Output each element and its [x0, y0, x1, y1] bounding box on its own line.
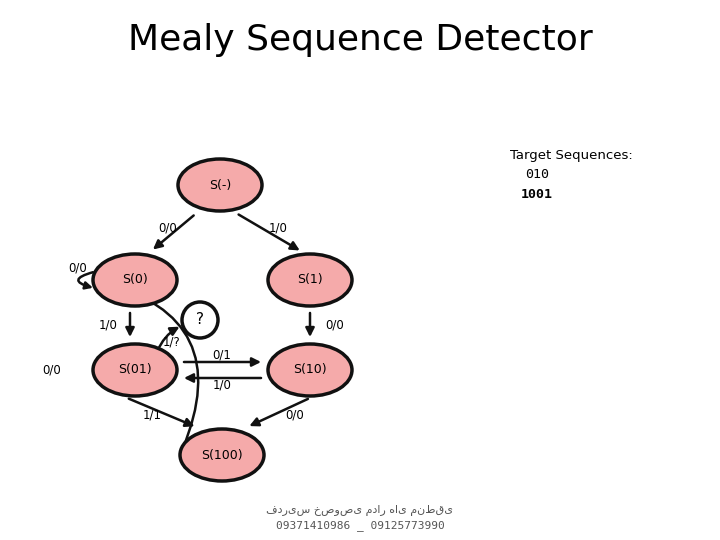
Text: 1/?: 1/?	[163, 335, 181, 348]
FancyArrowPatch shape	[78, 272, 93, 288]
FancyArrowPatch shape	[155, 215, 194, 248]
Text: S(100): S(100)	[201, 449, 243, 462]
Text: 1/0: 1/0	[99, 319, 117, 332]
Text: ?: ?	[196, 313, 204, 327]
FancyArrowPatch shape	[102, 281, 198, 449]
Text: S(10): S(10)	[293, 363, 327, 376]
FancyArrowPatch shape	[238, 214, 297, 249]
Text: 0/0: 0/0	[286, 408, 305, 422]
Ellipse shape	[93, 344, 177, 396]
Text: 1/1: 1/1	[143, 408, 161, 422]
FancyArrowPatch shape	[129, 399, 192, 426]
FancyArrowPatch shape	[127, 313, 134, 334]
Text: Mealy Sequence Detector: Mealy Sequence Detector	[127, 23, 593, 57]
Ellipse shape	[268, 254, 352, 306]
Text: 1/0: 1/0	[269, 221, 287, 234]
FancyArrowPatch shape	[186, 374, 261, 382]
FancyArrowPatch shape	[307, 313, 314, 334]
Text: Target Sequences:: Target Sequences:	[510, 148, 633, 161]
Ellipse shape	[93, 254, 177, 306]
Ellipse shape	[268, 344, 352, 396]
Text: S(-): S(-)	[209, 179, 231, 192]
Text: 1001: 1001	[521, 188, 553, 201]
Text: S(0): S(0)	[122, 273, 148, 287]
Ellipse shape	[182, 302, 218, 338]
Text: S(01): S(01)	[118, 363, 152, 376]
Ellipse shape	[178, 159, 262, 211]
FancyArrowPatch shape	[252, 399, 308, 425]
Text: 1/0: 1/0	[212, 379, 231, 392]
Text: 010: 010	[525, 168, 549, 181]
Text: 0/0: 0/0	[158, 221, 177, 234]
Ellipse shape	[180, 429, 264, 481]
Text: S(1): S(1)	[297, 273, 323, 287]
Text: فدریس خصوصی مدار های منطقی: فدریس خصوصی مدار های منطقی	[266, 504, 454, 516]
FancyArrowPatch shape	[157, 328, 177, 352]
Text: 09371410986 _ 09125773990: 09371410986 _ 09125773990	[276, 521, 444, 531]
FancyArrowPatch shape	[184, 359, 258, 366]
Text: 0/0: 0/0	[68, 261, 87, 274]
Text: 0/0: 0/0	[325, 319, 344, 332]
Text: 0/0: 0/0	[42, 363, 61, 376]
Text: 0/1: 0/1	[212, 348, 231, 361]
